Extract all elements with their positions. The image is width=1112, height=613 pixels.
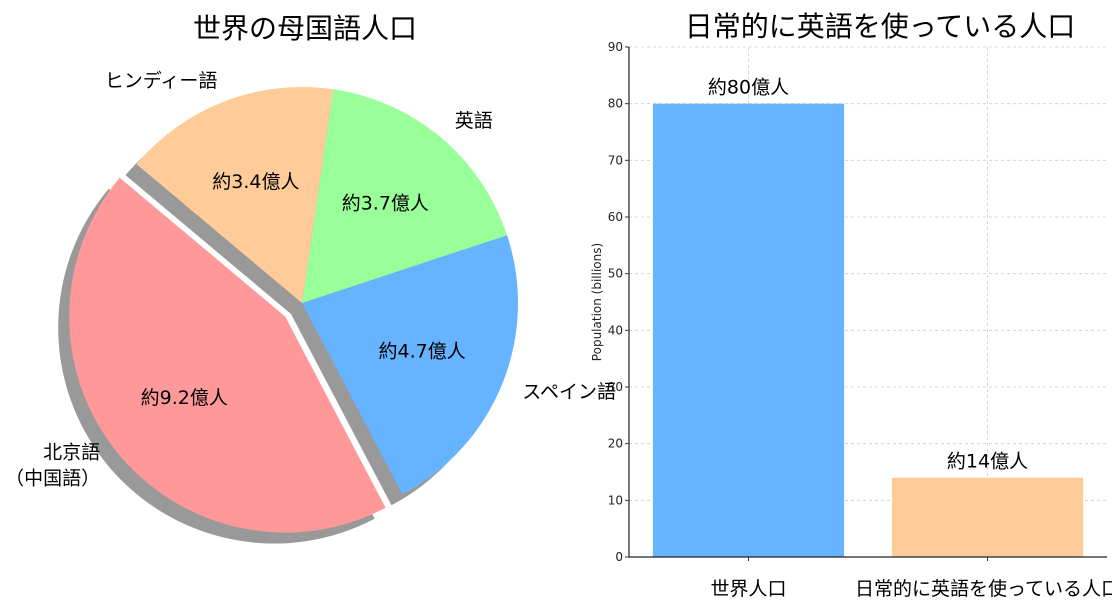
pie-slices: [69, 86, 518, 533]
bar-ytick-label: 0: [615, 550, 623, 564]
pie-value-label: 約3.7億人: [342, 193, 429, 215]
pie-category-label: ヒンディー語: [105, 70, 218, 92]
bar-value-label: 約14億人: [947, 451, 1028, 473]
pie-category-label: 英語: [455, 110, 493, 132]
pie-value-label: 約4.7億人: [379, 341, 466, 363]
bar-category-label: 世界人口: [710, 578, 786, 600]
pie-category-label: スペイン語: [522, 381, 616, 403]
pie-slice: [136, 86, 334, 303]
bar-ytick-label: 40: [608, 323, 623, 337]
bar: [891, 477, 1084, 557]
bar-category-label: 日常的に英語を使っている人口: [855, 578, 1112, 600]
bar-ytick-label: 60: [608, 210, 623, 224]
bar-ytick-label: 10: [608, 493, 623, 507]
bar-value-label: 約80億人: [708, 77, 789, 99]
bar-ytick-label: 50: [608, 267, 623, 281]
bar-bars: [652, 103, 1084, 558]
bar-ticks: 0 10 20 30 40 50 60 70 80 90: [608, 40, 988, 564]
bar: [652, 103, 845, 558]
pie-slice: [69, 177, 386, 533]
pie-value-label: 約3.4億人: [212, 171, 299, 193]
bar-axes: [628, 47, 1107, 558]
bar-ytick-label: 20: [608, 437, 623, 451]
pie-category-label: 北京語（中国語）: [5, 442, 100, 490]
bar-chart: 日常的に英語を使っている人口 0 10 20 30 40 50 60 70 80 90 約80億人…: [590, 10, 1112, 600]
bar-chart-ylabel: Population (billions): [590, 243, 604, 361]
bar-ytick-label: 80: [608, 97, 623, 111]
pie-chart-title: 世界の母国語人口: [193, 12, 417, 45]
bar-ytick-label: 70: [608, 153, 623, 167]
bar-ytick-label: 30: [608, 380, 623, 394]
pie-slice: [302, 235, 518, 495]
bar-chart-title: 日常的に英語を使っている人口: [685, 10, 1076, 43]
pie-slice: [302, 89, 508, 303]
bar-ytick-label: 90: [608, 40, 623, 54]
bar-category-labels: 世界人口 日常的に英語を使っている人口: [710, 578, 1112, 600]
pie-value-label: 約9.2億人: [141, 387, 228, 409]
